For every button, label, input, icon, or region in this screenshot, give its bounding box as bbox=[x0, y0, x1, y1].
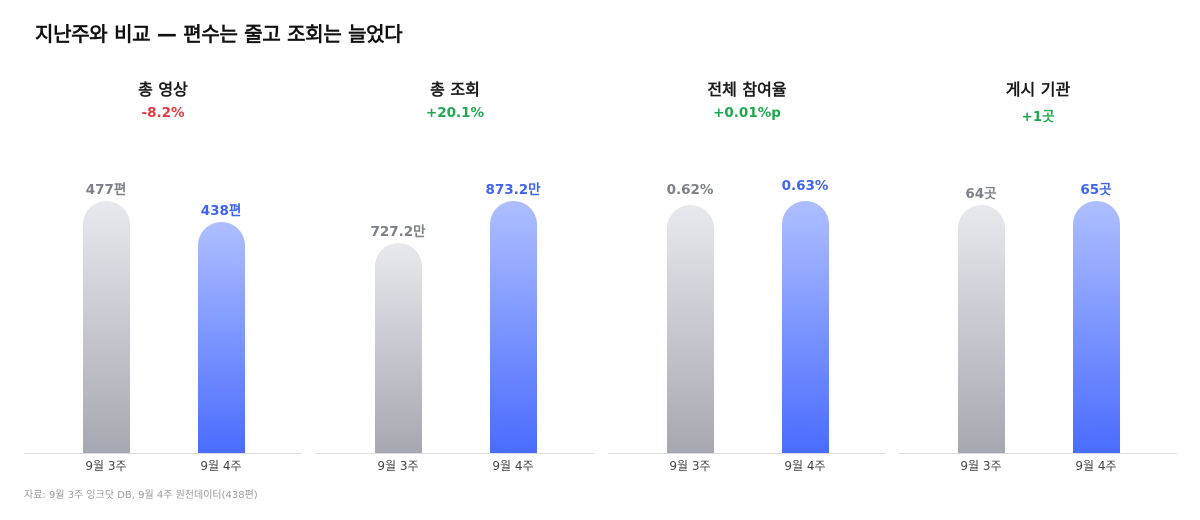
category-label: 9월 3주 bbox=[377, 459, 419, 473]
chart-title: 지난주와 비교 — 편수는 줄고 조회는 늘었다 bbox=[35, 22, 403, 46]
bar bbox=[197, 221, 245, 453]
value-label: 0.62% bbox=[666, 182, 714, 198]
value-label: 477편 bbox=[85, 182, 127, 198]
baseline bbox=[316, 453, 594, 454]
value-label: 64곳 bbox=[965, 185, 997, 202]
category-label: 9월 4주 bbox=[784, 459, 826, 473]
category-label: 9월 4주 bbox=[1075, 459, 1117, 473]
category-label: 9월 3주 bbox=[960, 459, 1002, 473]
panel-title: 전체 참여율 bbox=[707, 80, 787, 99]
panel-title: 총 조회 bbox=[430, 80, 480, 99]
bar bbox=[489, 201, 537, 453]
bar bbox=[666, 205, 714, 453]
chart-panel: 전체 참여율 +0.01%p 0.62% 9월 3주 0.63% 9월 4주 bbox=[608, 60, 886, 480]
panel-title: 총 영상 bbox=[138, 80, 188, 99]
change-label: +1곳 bbox=[1021, 109, 1055, 125]
bar bbox=[82, 201, 130, 453]
category-label: 9월 3주 bbox=[669, 459, 711, 473]
baseline bbox=[608, 453, 886, 454]
bar bbox=[1072, 201, 1120, 453]
change-label: +20.1% bbox=[425, 105, 485, 121]
chart-panel: 게시 기관 +1곳 64곳 9월 3주 65곳 9월 4주 bbox=[899, 60, 1177, 480]
chart-panel: 총 조회 +20.1% 727.2만 9월 3주 873.2만 9월 4주 bbox=[316, 60, 594, 480]
chart-panel: 총 영상 -8.2% 477편 9월 3주 438편 9월 4주 bbox=[24, 60, 302, 480]
baseline bbox=[899, 453, 1177, 454]
change-label: +0.01%p bbox=[713, 105, 781, 121]
panels-container: 총 영상 -8.2% 477편 9월 3주 438편 9월 4주 총 조회 +20.1% 727… bbox=[24, 60, 1178, 480]
value-label: 873.2만 bbox=[485, 182, 541, 198]
bar bbox=[781, 201, 829, 453]
baseline bbox=[24, 453, 302, 454]
category-label: 9월 3주 bbox=[85, 459, 127, 473]
value-label: 727.2만 bbox=[370, 224, 426, 241]
bar bbox=[957, 204, 1005, 453]
source-note: 자료: 9월 3주 잉크닷 DB, 9월 4주 원천데이터(438편) bbox=[24, 490, 258, 501]
value-label: 438편 bbox=[200, 202, 242, 219]
value-label: 65곳 bbox=[1080, 182, 1112, 198]
bar bbox=[374, 243, 422, 453]
category-label: 9월 4주 bbox=[492, 459, 534, 473]
value-label: 0.63% bbox=[781, 178, 829, 194]
panel-title: 게시 기관 bbox=[1005, 80, 1071, 99]
category-label: 9월 4주 bbox=[200, 459, 242, 473]
change-label: -8.2% bbox=[141, 105, 185, 121]
